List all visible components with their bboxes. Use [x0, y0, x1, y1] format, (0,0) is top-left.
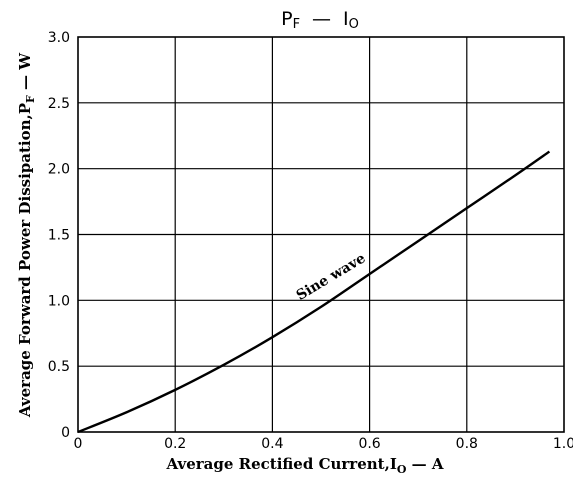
- title-pf-sub: F: [293, 17, 300, 32]
- grid-lines: [78, 37, 564, 432]
- y-tick-label: 1.5: [48, 228, 70, 244]
- y-tick-label: 1.0: [48, 293, 70, 309]
- y-tick-label: 0.5: [48, 359, 70, 375]
- title-io-sub: O: [349, 17, 359, 32]
- y-tick-labels: 0 0.5 1.0 1.5 2.0 2.5 3.0: [48, 30, 70, 441]
- series-sine-wave-line: [77, 150, 551, 434]
- y-axis-label-text: Average Forward Power Dissipation,P: [16, 103, 34, 418]
- x-axis-label: Average Rectified Current,IO — A: [165, 455, 443, 476]
- title-pf: P: [281, 8, 292, 30]
- chart-title: PF — IO: [281, 8, 359, 32]
- plot-frame: [77, 36, 565, 433]
- x-tick-label: 0.6: [358, 436, 380, 452]
- x-tick-label: 0.2: [164, 436, 186, 452]
- title-dash: —: [312, 8, 331, 30]
- series-annotation: Sine wave: [294, 250, 369, 304]
- y-axis-label-tail: — W: [16, 52, 34, 95]
- x-tick-label: 1.0: [553, 436, 573, 452]
- x-tick-labels: 0 0.2 0.4 0.6 0.8 1.0: [74, 436, 573, 452]
- x-tick-label: 0: [74, 436, 83, 452]
- x-axis-label-text: Average Rectified Current,I: [165, 455, 396, 473]
- y-tick-label: 3.0: [48, 30, 70, 46]
- x-axis-label-sub: O: [397, 463, 407, 476]
- y-tick-label: 0: [61, 425, 70, 441]
- y-tick-label: 2.5: [48, 96, 70, 112]
- title-io: I: [343, 8, 349, 30]
- x-tick-label: 0.4: [261, 436, 283, 452]
- y-axis-label-sub: F: [24, 95, 37, 103]
- y-axis-label: Average Forward Power Dissipation,PF — W: [16, 52, 37, 418]
- x-tick-label: 0.8: [456, 436, 478, 452]
- x-axis-label-tail: — A: [406, 455, 443, 473]
- y-tick-label: 2.0: [48, 162, 70, 178]
